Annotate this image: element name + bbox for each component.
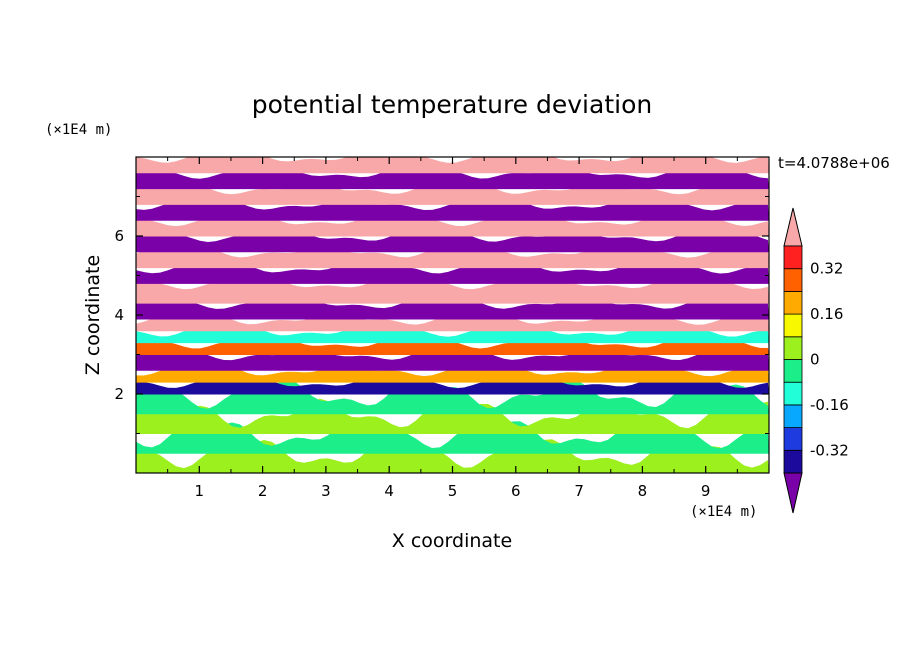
contour-band-16 xyxy=(136,214,769,237)
y-axis: 2 4 6 xyxy=(114,196,769,434)
colorbar-tick-label: -0.16 xyxy=(810,396,849,414)
colorbar-swatch-2 xyxy=(783,427,803,451)
x-tick-label: 6 xyxy=(511,482,521,500)
y-axis-label: Z coordinate xyxy=(82,255,104,375)
plot-area xyxy=(136,157,769,473)
y-unit-label: (×1E4 m) xyxy=(45,122,112,138)
chart-title: potential temperature deviation xyxy=(252,90,652,119)
y-tick-label: 4 xyxy=(114,306,124,324)
x-tick-label: 3 xyxy=(321,482,331,500)
x-axis-label: X coordinate xyxy=(392,530,512,552)
x-tick-label: 7 xyxy=(574,482,584,500)
colorbar-swatch-7 xyxy=(783,313,803,338)
colorbar-swatch-4 xyxy=(783,381,803,406)
colorbar-tick-label: 0.16 xyxy=(810,305,843,323)
colorbar-swatch-9 xyxy=(783,268,803,292)
contour-band-20 xyxy=(136,157,769,174)
x-unit-label: (×1E4 m) xyxy=(690,504,757,520)
colorbar-swatch-6 xyxy=(783,336,803,360)
x-tick-label: 1 xyxy=(195,482,205,500)
x-tick-label: 9 xyxy=(701,482,711,500)
x-tick-label: 2 xyxy=(258,482,268,500)
time-label: t=4.0788e+06 xyxy=(778,154,890,172)
colorbar: 0.32 0.16 0 -0.16 -0.32 xyxy=(783,207,849,514)
colorbar-swatch-1 xyxy=(783,449,803,474)
y-tick-label: 2 xyxy=(114,385,124,403)
contour-band-9 xyxy=(136,325,769,344)
y-tick-label: 6 xyxy=(114,227,124,245)
x-axis: 1 2 3 4 5 6 7 8 9 xyxy=(167,157,738,500)
colorbar-swatch-5 xyxy=(783,359,803,383)
x-tick-label: 4 xyxy=(384,482,394,500)
colorbar-swatch-3 xyxy=(783,404,803,428)
colorbar-tick-label: 0 xyxy=(810,351,820,369)
contour-band-13 xyxy=(136,262,769,284)
colorbar-tick-label: 0.32 xyxy=(810,260,843,278)
contour-band-5 xyxy=(136,376,769,395)
contour-band-2 xyxy=(136,418,769,454)
colorbar-swatch-8 xyxy=(783,290,803,315)
x-tick-label: 5 xyxy=(448,482,458,500)
colorbar-over-arrow xyxy=(783,207,803,247)
colorbar-tick-label: -0.32 xyxy=(810,441,849,459)
colorbar-swatch-10 xyxy=(783,245,803,270)
colorbar-under-arrow xyxy=(783,472,803,514)
contour-band-1 xyxy=(136,439,769,473)
contour-band-12 xyxy=(136,277,769,304)
x-tick-label: 8 xyxy=(638,482,648,500)
